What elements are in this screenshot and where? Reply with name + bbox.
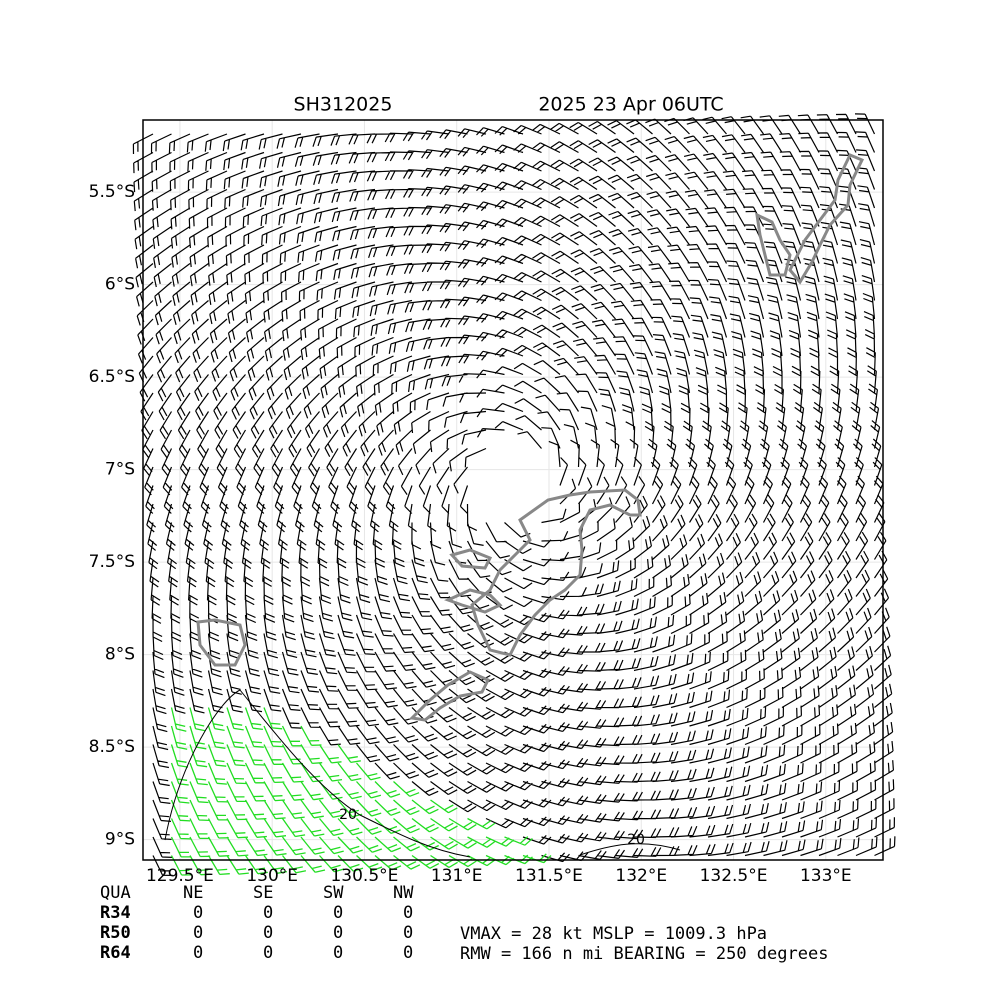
- lon-label: 133°E: [800, 866, 852, 886]
- coastline: [196, 618, 247, 667]
- contour-label: 20: [339, 807, 357, 823]
- lat-label: 7.5°S: [89, 552, 135, 572]
- info-line: RMW = 166 n mi BEARING = 250 degrees: [460, 944, 828, 964]
- table-cell: 0: [333, 903, 343, 923]
- lon-label: 132.5°E: [700, 866, 768, 886]
- coastline: [444, 588, 503, 614]
- map-frame: [142, 119, 884, 861]
- lon-label: 130.5°E: [330, 866, 398, 886]
- table-cell: 0: [193, 923, 203, 943]
- lon-label: 131°E: [431, 866, 483, 886]
- title-right: 2025 23 Apr 06UTC: [538, 94, 723, 116]
- coastline: [788, 153, 865, 285]
- contour: [579, 843, 681, 856]
- lat-label: 8°S: [105, 645, 135, 665]
- coastline: [755, 212, 792, 277]
- table-cell: 0: [193, 943, 203, 963]
- table-cell: 0: [403, 903, 413, 923]
- coastlines: [196, 153, 865, 722]
- contour-label: 20: [627, 832, 645, 848]
- table-cell: R50: [100, 923, 131, 943]
- table-cell: 0: [403, 943, 413, 963]
- lat-label: 7°S: [105, 460, 135, 480]
- lon-label: 130°E: [246, 866, 298, 886]
- lat-label: 8.5°S: [89, 737, 135, 757]
- table-cell: R34: [100, 903, 131, 923]
- table-cell: 0: [263, 943, 273, 963]
- table-header: SE: [253, 883, 273, 903]
- table-header: NE: [183, 883, 203, 903]
- lat-label: 6°S: [105, 275, 135, 295]
- wind-field: [132, 113, 896, 876]
- table-cell: 0: [263, 923, 273, 943]
- table-cell: 0: [193, 903, 203, 923]
- table-cell: 0: [333, 943, 343, 963]
- coastline: [408, 670, 491, 722]
- info-line: VMAX = 28 kt MSLP = 1009.3 hPa: [460, 924, 767, 944]
- axis-labels: 5.5°S 6°S 6.5°S 7°S 7.5°S 8°S 8.5°S 9°S 129.5°E 1…: [89, 182, 852, 886]
- coastline: [449, 548, 493, 570]
- table-header: QUA: [100, 883, 131, 903]
- table-cell: 0: [403, 923, 413, 943]
- lat-label: 6.5°S: [89, 367, 135, 387]
- table-cell: 0: [263, 903, 273, 923]
- table-header: NW: [393, 883, 414, 903]
- lon-label: 131.5°E: [515, 866, 583, 886]
- title-left: SH312025: [294, 94, 393, 116]
- contour: [164, 689, 471, 858]
- coastline: [470, 488, 642, 657]
- wind-barbs-strong: [170, 707, 552, 876]
- lon-label: 132°E: [615, 866, 667, 886]
- table-cell: R64: [100, 943, 131, 963]
- lon-label: 129.5°E: [146, 866, 214, 886]
- table-cell: 0: [333, 923, 343, 943]
- table-header: SW: [323, 883, 344, 903]
- lat-label: 5.5°S: [89, 182, 135, 202]
- lat-label: 9°S: [105, 830, 135, 850]
